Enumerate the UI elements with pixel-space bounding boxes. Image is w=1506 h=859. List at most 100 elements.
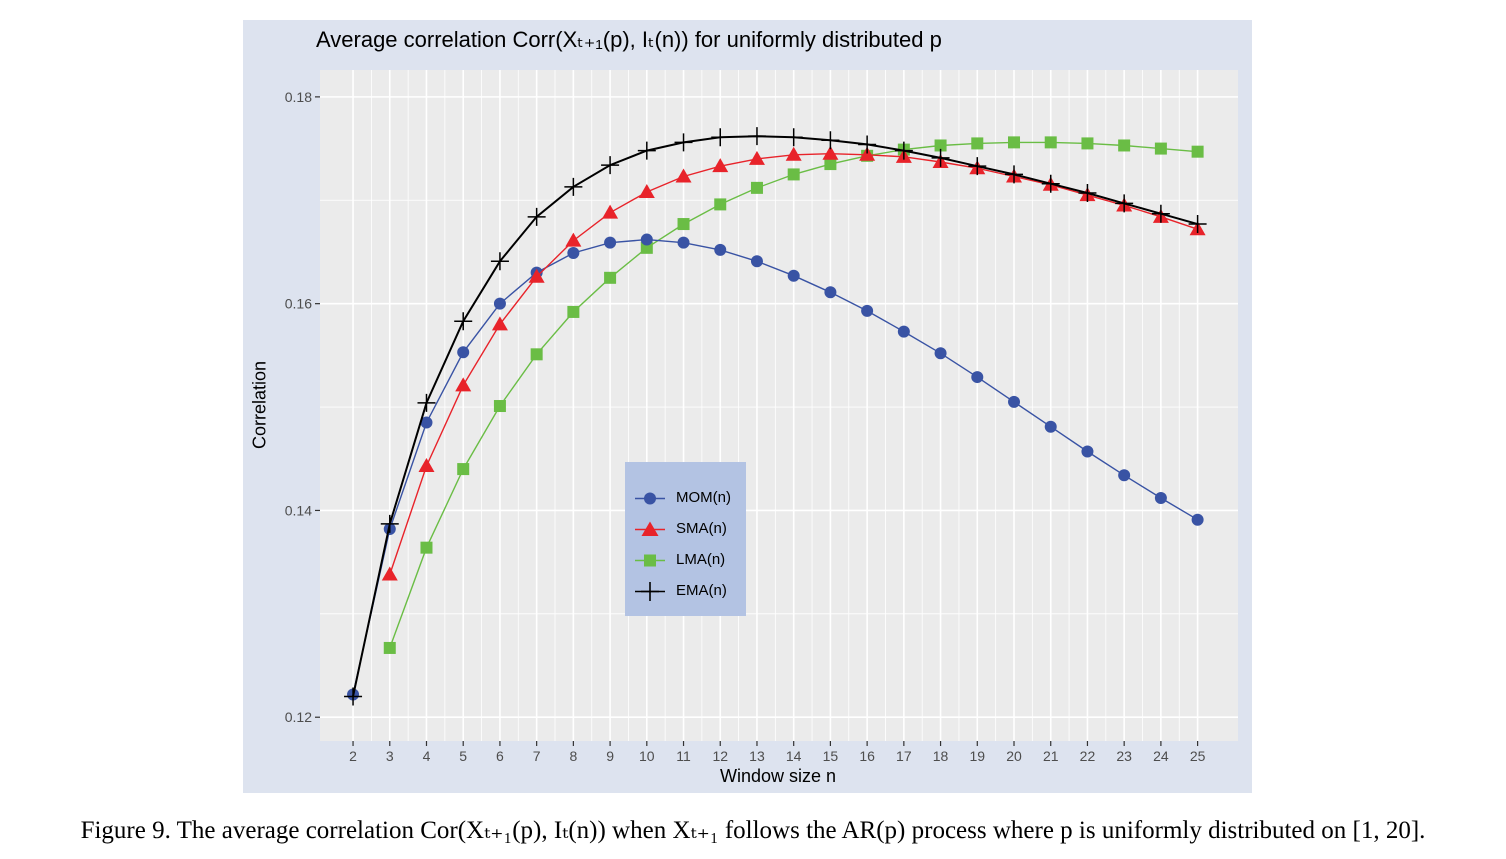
- data-point: [1118, 469, 1131, 482]
- data-point: [1081, 137, 1094, 150]
- data-point: [383, 641, 396, 654]
- legend-item-sma: SMA(n): [625, 514, 746, 545]
- legend-key-ema: [635, 582, 665, 601]
- x-tick-label: 14: [786, 748, 802, 764]
- data-point: [712, 158, 729, 173]
- data-point: [418, 457, 435, 472]
- data-point: [674, 133, 693, 152]
- data-point: [894, 141, 913, 160]
- data-point: [677, 236, 690, 249]
- data-point: [567, 247, 580, 259]
- x-tick-label: 3: [386, 748, 394, 764]
- data-point: [748, 150, 765, 165]
- data-point: [454, 312, 473, 331]
- data-point: [934, 347, 947, 360]
- x-tick-label: 18: [933, 748, 949, 764]
- legend-label-ema: EMA(n): [676, 582, 727, 599]
- legend-label-mom: MOM(n): [676, 489, 731, 506]
- x-tick-label: 15: [823, 748, 839, 764]
- series-line: [352, 238, 1198, 695]
- x-tick-label: 2: [349, 748, 357, 764]
- legend-label-sma: SMA(n): [676, 520, 727, 537]
- data-point: [601, 156, 620, 175]
- y-tick-label: 0.14: [285, 502, 312, 518]
- data-point: [638, 184, 655, 198]
- data-point: [491, 316, 508, 331]
- data-point: [1151, 204, 1170, 223]
- x-tick-label: 19: [969, 748, 985, 764]
- data-point: [457, 346, 470, 359]
- data-point: [711, 128, 730, 147]
- data-point: [417, 393, 436, 412]
- data-point: [420, 416, 433, 429]
- legend-item-ema: EMA(n): [625, 576, 746, 607]
- data-point: [527, 207, 546, 226]
- x-axis-label: Window size n: [719, 766, 837, 786]
- data-point: [640, 241, 653, 254]
- grid-lines: [320, 70, 1238, 741]
- x-tick-label: 22: [1080, 748, 1096, 764]
- data-point: [602, 204, 619, 219]
- x-tick-label: 11: [676, 748, 691, 764]
- y-tick-label: 0.16: [285, 296, 312, 312]
- data-point: [785, 146, 802, 161]
- data-point: [420, 541, 433, 554]
- data-point: [897, 325, 910, 338]
- chart-title: Average correlation Corr(Xₜ₊₁(p), Iₜ(n))…: [316, 27, 942, 52]
- data-point: [455, 377, 472, 392]
- data-point: [1081, 445, 1094, 458]
- x-tick-label: 20: [1006, 748, 1022, 764]
- data-point: [380, 514, 399, 533]
- data-point: [714, 243, 727, 256]
- data-point: [675, 168, 692, 183]
- data-point: [968, 157, 987, 176]
- data-point: [1078, 184, 1097, 203]
- data-point: [381, 566, 398, 581]
- x-tick-label: 17: [896, 748, 912, 764]
- data-point: [564, 177, 583, 196]
- data-point: [490, 252, 509, 271]
- legend-item-lma: LMA(n): [625, 545, 746, 576]
- series-ema: [344, 127, 1207, 706]
- data-point: [858, 135, 877, 154]
- figure-caption: Figure 9. The average correlation Cor(Xₜ…: [80, 817, 1426, 844]
- data-point: [1118, 139, 1131, 152]
- data-point: [1044, 420, 1057, 433]
- data-point: [677, 218, 690, 231]
- data-point: [1191, 145, 1204, 158]
- data-point: [821, 131, 840, 150]
- legend-label-lma: LMA(n): [676, 551, 726, 568]
- x-tick-label: 24: [1153, 748, 1169, 764]
- legend: MOM(n) SMA(n) LMA(n) EMA(n): [625, 462, 746, 616]
- legend-key-mom: [635, 492, 665, 505]
- x-tick-label: 7: [533, 748, 541, 764]
- data-point: [1008, 395, 1021, 408]
- data-point: [714, 198, 727, 211]
- data-point: [971, 137, 984, 150]
- data-point: [1154, 492, 1167, 505]
- data-point: [457, 463, 470, 476]
- data-point: [824, 158, 837, 171]
- data-point: [1005, 165, 1024, 184]
- data-point: [604, 271, 617, 284]
- data-point: [493, 400, 506, 413]
- data-point: [528, 268, 545, 283]
- legend-item-mom: MOM(n): [625, 483, 746, 514]
- data-point: [750, 181, 763, 194]
- data-point: [1191, 513, 1204, 526]
- data-point: [931, 148, 950, 167]
- series-line: [352, 135, 1198, 697]
- series-lma: [383, 136, 1204, 654]
- plot-area-background: [320, 70, 1238, 741]
- y-tick-label: 0.18: [285, 89, 312, 105]
- data-point: [787, 269, 800, 282]
- data-point: [567, 305, 580, 318]
- data-point: [859, 146, 876, 161]
- data-point: [1188, 215, 1207, 234]
- data-point: [747, 127, 766, 146]
- data-point: [750, 255, 763, 268]
- data-point: [1115, 194, 1134, 213]
- x-tick-label: 21: [1043, 748, 1059, 764]
